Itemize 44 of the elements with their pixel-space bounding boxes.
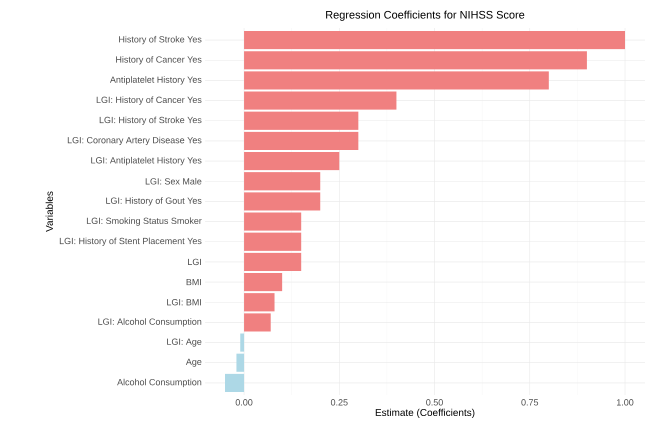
bar <box>244 273 282 292</box>
bar <box>244 31 626 50</box>
bar <box>244 71 549 90</box>
bar <box>244 172 320 190</box>
x-tick-label: 0.25 <box>330 399 348 406</box>
y-tick-label: LGI: History of Stent Placement Yes <box>60 238 202 246</box>
y-tick-label: Alcohol Consumption <box>117 378 202 388</box>
bar <box>244 252 302 271</box>
bar <box>244 212 302 231</box>
x-tick-label: 1.00 <box>616 399 634 406</box>
y-tick-label: LGI: Smoking Status Smoker <box>86 217 202 226</box>
x-tick-label: 0.50 <box>426 399 443 406</box>
bar <box>244 51 587 70</box>
x-tick-label: 0.00 <box>236 399 252 406</box>
y-tick-label: LGI: Alcohol Consumption <box>98 318 202 327</box>
x-tick-label: 0.75 <box>521 399 538 406</box>
y-tick-label: LGI: History of Stroke Yes <box>100 116 202 125</box>
bar <box>244 232 302 251</box>
y-tick-label: LGI <box>188 258 201 266</box>
chart-title: Regression Coefficients for NIHSS Score <box>326 10 524 21</box>
x-axis-title: Estimate (Coefficients) <box>376 408 474 418</box>
y-tick-label: Antiplatelet History Yes <box>110 76 202 85</box>
y-tick-label: LGI: History of Gout Yes <box>106 197 202 206</box>
y-tick-label: LGI: BMI <box>167 299 201 306</box>
bar <box>244 293 275 312</box>
bar <box>240 333 244 352</box>
bar <box>244 132 358 150</box>
bar <box>244 313 271 332</box>
bar <box>244 92 396 110</box>
bar <box>225 374 244 392</box>
y-tick-label: LGI: Age <box>167 338 202 347</box>
y-tick-label: LGI: Coronary Artery Disease Yes <box>68 136 202 146</box>
y-tick-label: LGI: Sex Male <box>146 178 202 185</box>
y-axis-title: Variables <box>46 191 53 232</box>
y-tick-label: LGI: Antiplatelet History Yes <box>91 156 202 166</box>
y-tick-label: History of Cancer Yes <box>116 56 202 64</box>
bar <box>244 192 320 210</box>
bar <box>244 152 340 170</box>
bar <box>236 354 244 372</box>
bar <box>244 112 358 130</box>
y-tick-label: LGI: History of Cancer Yes <box>96 96 202 105</box>
y-tick-label: BMI <box>186 278 201 286</box>
y-tick-label: History of Stroke Yes <box>119 36 202 44</box>
y-tick-label: Age <box>186 358 202 367</box>
